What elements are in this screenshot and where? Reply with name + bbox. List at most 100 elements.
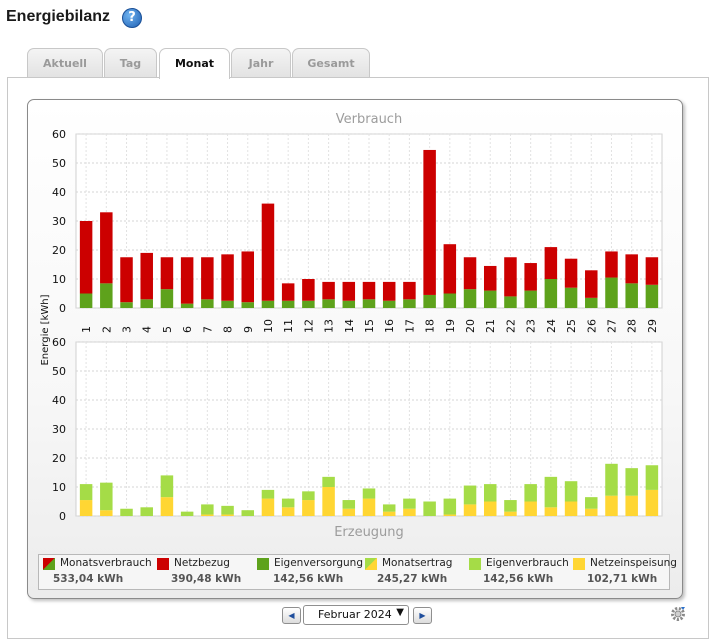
verbrauch-bar-eigenversorgung-16 [382, 300, 396, 308]
erzeugung-bar-eigenverbrauch-20 [463, 485, 477, 505]
question-circle-icon: ? [128, 10, 136, 25]
erzeugung-bar-netzeinspeisung-1 [79, 500, 93, 516]
tab-monat[interactable]: Monat [159, 48, 230, 79]
x-tick-label: 24 [545, 319, 558, 333]
verbrauch-bar-eigenversorgung-2 [100, 283, 113, 308]
verbrauch-bar-eigenversorgung-29 [645, 284, 659, 308]
x-tick-label: 10 [262, 319, 275, 333]
verbrauch-bar-netzbezug-9 [241, 251, 255, 303]
erzeugung-bar-eigenverbrauch-3 [120, 508, 133, 516]
x-tick-label: 6 [181, 326, 194, 333]
chart-legend: Monatsverbrauch 533,04 kWh Netzbezug 390… [38, 554, 677, 590]
tab-aktuell[interactable]: Aktuell [27, 48, 103, 78]
gear-icon[interactable] [670, 606, 686, 622]
verbrauch-bar-eigenversorgung-10 [261, 300, 275, 308]
legend-item-monatsverbrauch: Monatsverbrauch 533,04 kWh [39, 555, 153, 589]
verbrauch-bar-netzbezug-2 [100, 212, 113, 284]
verbrauch-bar-netzbezug-4 [140, 252, 153, 300]
erzeugung-bar-netzeinspeisung-11 [281, 507, 295, 516]
x-tick-label: 18 [424, 319, 437, 333]
verbrauch-y-tick-label: 0 [59, 302, 66, 315]
erzeugung-bar-eigenverbrauch-12 [302, 491, 315, 501]
arrow-left-icon: ◀ [288, 611, 295, 620]
verbrauch-bar-netzbezug-15 [362, 281, 376, 300]
erzeugung-bar-eigenverbrauch-14 [342, 500, 356, 509]
verbrauch-bar-eigenversorgung-4 [140, 299, 153, 308]
verbrauch-bar-eigenversorgung-26 [585, 297, 598, 308]
legend-value-netzbezug: 390,48 kWh [171, 573, 242, 585]
verbrauch-bar-eigenversorgung-11 [281, 300, 295, 308]
verbrauch-bar-netzbezug-10 [261, 203, 275, 301]
month-select-value: Februar 2024 [318, 608, 392, 621]
erzeugung-bar-netzeinspeisung-12 [302, 500, 315, 516]
x-tick-label: 8 [222, 326, 235, 333]
x-tick-label: 13 [323, 319, 336, 333]
erzeugung-bar-eigenverbrauch-22 [504, 500, 517, 512]
verbrauch-bar-netzbezug-21 [483, 265, 497, 291]
legend-item-monatsertrag: Monatsertrag 245,27 kWh [361, 555, 465, 589]
x-tick-label: 20 [464, 319, 477, 333]
erzeugung-bar-netzeinspeisung-8 [221, 514, 234, 516]
erzeugung-bar-netzeinspeisung-20 [463, 504, 477, 516]
verbrauch-y-tick-label: 60 [52, 128, 66, 141]
chevron-down-icon: ▼ [396, 607, 404, 618]
x-tick-label: 23 [525, 319, 538, 333]
legend-swatch-eigenversorgung [257, 558, 269, 570]
verbrauch-bar-netzbezug-27 [605, 251, 618, 278]
verbrauch-y-tick-label: 20 [52, 244, 66, 257]
tab-gesamt[interactable]: Gesamt [292, 48, 370, 78]
legend-item-netzeinspeisung: Netzeinspeisung 102,71 kWh [569, 555, 677, 589]
legend-swatch-netzeinspeisung [573, 558, 585, 570]
erzeugung-y-tick-label: 30 [52, 423, 66, 436]
erzeugung-bar-netzeinspeisung-15 [362, 498, 376, 516]
verbrauch-bar-netzbezug-26 [585, 270, 598, 298]
erzeugung-bar-netzeinspeisung-22 [504, 511, 517, 516]
legend-label-netzeinspeisung: Netzeinspeisung [590, 557, 677, 569]
erzeugung-bar-netzeinspeisung-25 [564, 501, 578, 516]
tab-jahr[interactable]: Jahr [231, 48, 291, 78]
verbrauch-bar-netzbezug-29 [645, 257, 659, 285]
erzeugung-y-tick-label: 40 [52, 394, 66, 407]
erzeugung-bar-eigenverbrauch-27 [605, 463, 618, 496]
erzeugung-bar-eigenverbrauch-8 [221, 505, 234, 515]
verbrauch-bar-eigenversorgung-8 [221, 300, 234, 308]
previous-month-button[interactable]: ◀ [282, 607, 301, 624]
x-tick-label: 3 [121, 326, 134, 333]
erzeugung-bar-eigenverbrauch-1 [79, 484, 93, 501]
verbrauch-bar-eigenversorgung-13 [322, 299, 335, 308]
legend-value-eigenversorgung: 142,56 kWh [273, 573, 344, 585]
erzeugung-bar-eigenverbrauch-4 [140, 507, 153, 516]
verbrauch-bar-netzbezug-1 [79, 221, 93, 294]
erzeugung-bar-netzeinspeisung-19 [443, 514, 457, 516]
verbrauch-bar-netzbezug-12 [302, 279, 315, 301]
verbrauch-bar-eigenversorgung-12 [302, 300, 315, 308]
verbrauch-bar-eigenversorgung-23 [524, 290, 537, 308]
verbrauch-bar-netzbezug-19 [443, 244, 457, 294]
erzeugung-y-tick-label: 0 [59, 510, 66, 523]
x-tick-label: 28 [626, 319, 639, 333]
verbrauch-y-tick-label: 40 [52, 186, 66, 199]
erzeugung-bar-eigenverbrauch-28 [625, 468, 638, 496]
verbrauch-bar-netzbezug-14 [342, 281, 356, 301]
erzeugung-bar-eigenverbrauch-25 [564, 481, 578, 502]
erzeugung-bar-netzeinspeisung-7 [201, 514, 214, 516]
month-select[interactable]: Februar 2024 ▼ [303, 605, 409, 625]
erzeugung-bar-eigenverbrauch-16 [382, 504, 396, 512]
legend-label-netzbezug: Netzbezug [174, 557, 230, 569]
next-month-button[interactable]: ▶ [413, 607, 432, 624]
verbrauch-bar-netzbezug-13 [322, 281, 335, 300]
verbrauch-bar-netzbezug-16 [382, 281, 396, 301]
legend-value-monatsverbrauch: 533,04 kWh [53, 573, 124, 585]
verbrauch-title: Verbrauch [336, 112, 402, 127]
legend-swatch-eigenverbrauch [469, 558, 481, 570]
verbrauch-bar-eigenversorgung-6 [180, 303, 194, 308]
erzeugung-bar-eigenverbrauch-26 [585, 497, 598, 509]
verbrauch-bar-netzbezug-22 [504, 257, 517, 297]
arrow-right-icon: ▶ [419, 611, 426, 620]
legend-swatch-netzbezug [157, 558, 169, 570]
tab-tag[interactable]: Tag [104, 48, 157, 78]
erzeugung-bar-eigenverbrauch-7 [201, 504, 214, 515]
legend-item-netzbezug: Netzbezug 390,48 kWh [153, 555, 253, 589]
verbrauch-bar-netzbezug-23 [524, 263, 537, 291]
help-icon[interactable]: ? [122, 8, 142, 28]
